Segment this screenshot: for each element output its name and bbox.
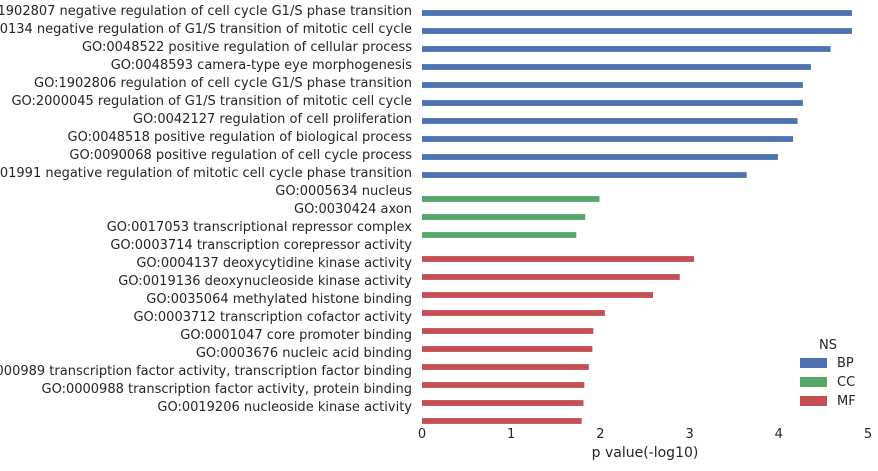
y-tick-label: GO:0003676 nucleic acid binding	[196, 346, 412, 361]
bar-cc-12	[422, 232, 577, 238]
y-tick-label: GO:0048518 positive regulation of biolog…	[68, 130, 413, 145]
y-tick-label: GO:1901991 negative regulation of mitoti…	[0, 166, 412, 181]
bar-mf-20	[422, 382, 585, 388]
y-tick-label: GO:0001047 core promoter binding	[180, 328, 412, 343]
x-tick-label: 5	[864, 427, 872, 442]
x-axis-label: p value(-log10)	[592, 445, 699, 461]
y-tick-label: GO:1902807 negative regulation of cell c…	[0, 4, 412, 19]
y-tick-label: GO:0042127 regulation of cell proliferat…	[133, 112, 412, 127]
y-tick-label: GO:0004137 deoxycytidine kinase activity	[136, 256, 412, 271]
y-tick-label: GO:1902806 regulation of cell cycle G1/S…	[34, 76, 412, 91]
y-tick-label: GO:0019136 deoxynucleoside kinase activi…	[118, 274, 412, 289]
y-tick-label: GO:0090068 positive regulation of cell c…	[69, 148, 412, 163]
legend-title: NS	[819, 338, 837, 353]
y-tick-label: GO:0048522 positive regulation of cellul…	[82, 40, 412, 55]
bar-bp-2	[422, 46, 831, 52]
bar-mf-16	[422, 310, 605, 316]
y-tick-label: GO:0017053 transcriptional repressor com…	[107, 220, 413, 235]
bar-bp-9	[422, 172, 747, 178]
bar-mf-19	[422, 364, 589, 370]
legend-label-mf: MF	[837, 394, 856, 409]
y-tick-label: GO:0019206 nucleoside kinase activity	[157, 400, 412, 415]
bar-bp-7	[422, 136, 794, 142]
bar-bp-6	[422, 118, 798, 124]
bar-mf-21	[422, 400, 584, 406]
y-tick-label: GO:0005634 nucleus	[275, 184, 412, 199]
bar-bp-0	[422, 10, 852, 16]
bar-bp-1	[422, 28, 852, 34]
y-tick-label: GO:0003714 transcription corepressor act…	[110, 238, 412, 253]
bar-mf-15	[422, 292, 654, 298]
bar-bp-5	[422, 100, 803, 106]
y-tick-label: GO:0048593 camera-type eye morphogenesis	[111, 58, 413, 73]
bar-mf-22	[422, 418, 582, 424]
legend-label-bp: BP	[837, 356, 854, 371]
y-tick-label: GO:2000134 negative regulation of G1/S t…	[0, 22, 412, 37]
bar-cc-10	[422, 196, 600, 202]
bar-bp-8	[422, 154, 778, 160]
x-tick-label: 0	[418, 427, 426, 442]
y-tick-label: GO:0000988 transcription factor activity…	[42, 382, 413, 397]
bar-cc-11	[422, 214, 586, 220]
bar-mf-13	[422, 256, 695, 262]
bar-mf-17	[422, 328, 594, 334]
x-tick-label: 3	[685, 427, 693, 442]
x-tick-label: 4	[775, 427, 783, 442]
bar-bp-4	[422, 82, 803, 88]
y-tick-label: GO:0000989 transcription factor activity…	[0, 364, 412, 379]
y-tick-labels: GO:1902807 negative regulation of cell c…	[0, 4, 412, 415]
y-tick-label: GO:2000045 regulation of G1/S transition…	[11, 94, 412, 109]
y-tick-label: GO:0035064 methylated histone binding	[146, 292, 412, 307]
bars-layer	[422, 10, 852, 424]
legend-swatch-bp	[800, 358, 827, 368]
bar-mf-14	[422, 274, 680, 280]
legend-label-cc: CC	[837, 375, 855, 390]
y-tick-label: GO:0003712 transcription cofactor activi…	[133, 310, 412, 325]
legend-swatch-mf	[800, 396, 827, 406]
y-tick-label: GO:0030424 axon	[294, 202, 412, 217]
bar-mf-18	[422, 346, 593, 352]
x-tick-labels: 0 1 2 3 4 5	[418, 427, 872, 442]
x-tick-label: 1	[507, 427, 515, 442]
legend-swatch-cc	[800, 377, 827, 387]
x-tick-label: 2	[596, 427, 604, 442]
bar-bp-3	[422, 64, 811, 70]
legend: NS BP CC MF	[800, 338, 856, 409]
